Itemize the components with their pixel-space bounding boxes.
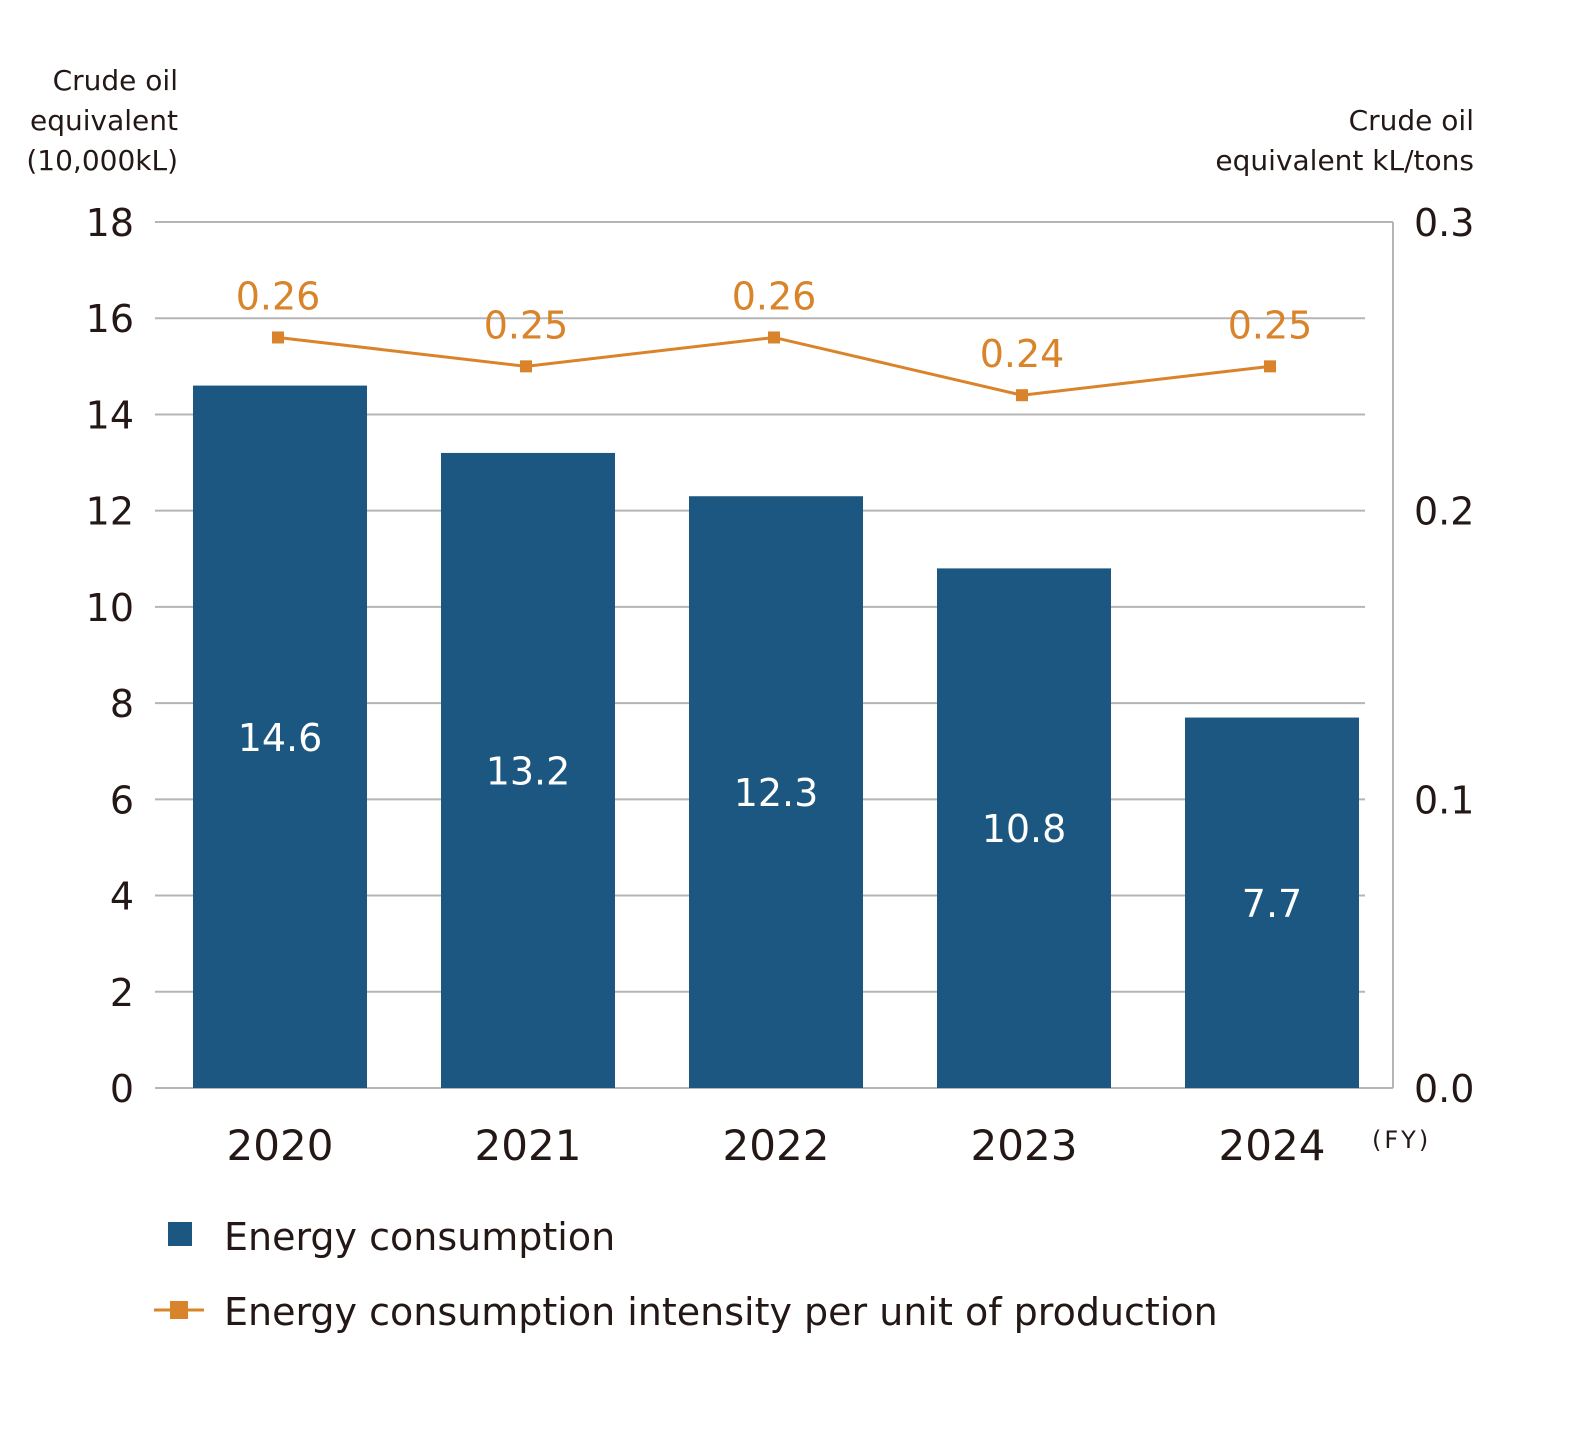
- intensity-marker-2020: [272, 331, 284, 344]
- intensity-line: [272, 331, 1276, 402]
- left-axis-title: equivalent: [30, 104, 178, 137]
- bar-2020: [193, 385, 367, 1089]
- legend-label-intensity: Energy consumption intensity per unit of…: [224, 1290, 1218, 1334]
- right-tick-label: 0.1: [1414, 778, 1474, 822]
- intensity-polyline: [277, 335, 1271, 397]
- left-tick-label: 10: [86, 586, 134, 630]
- right-tick-label: 0.3: [1414, 201, 1474, 245]
- x-tick-label: 2021: [475, 1121, 582, 1170]
- bar-2024: [1185, 717, 1359, 1088]
- left-axis-title: (10,000kL): [26, 144, 178, 177]
- intensity-marker-2023: [1016, 389, 1028, 402]
- left-tick-label: 6: [110, 778, 134, 822]
- legend-swatch-intensity-marker: [170, 1301, 188, 1319]
- left-tick-label: 8: [110, 682, 134, 726]
- x-tick-label: 2022: [723, 1121, 830, 1170]
- intensity-value-label: 0.25: [484, 303, 569, 347]
- left-tick-label: 0: [110, 1067, 134, 1111]
- bar-value-label: 12.3: [734, 771, 819, 815]
- x-tick-label: 2020: [227, 1121, 334, 1170]
- intensity-marker-2022: [768, 331, 780, 344]
- bar-2023: [937, 568, 1111, 1088]
- bar-value-label: 10.8: [982, 807, 1067, 851]
- intensity-marker-2024: [1264, 360, 1276, 373]
- right-tick-label: 0.0: [1414, 1067, 1474, 1111]
- intensity-value-label: 0.25: [1228, 303, 1313, 347]
- intensity-marker-2021: [520, 360, 532, 373]
- bar-value-label: 7.7: [1242, 882, 1302, 926]
- intensity-value-label: 0.24: [980, 332, 1065, 376]
- right-axis-title: Crude oil: [1349, 104, 1474, 137]
- left-tick-label: 16: [86, 297, 134, 341]
- legend: Energy consumption Energy consumption int…: [154, 1215, 1218, 1334]
- bar-value-label: 13.2: [486, 749, 571, 793]
- x-unit-label: (FY): [1372, 1126, 1431, 1154]
- legend-swatch-energy: [168, 1222, 192, 1246]
- intensity-value-label: 0.26: [236, 274, 321, 318]
- bar-2022: [689, 496, 863, 1088]
- left-tick-label: 2: [110, 971, 134, 1015]
- right-axis-title: equivalent kL/tons: [1215, 144, 1474, 177]
- left-tick-label: 12: [86, 490, 134, 534]
- intensity-value-label: 0.26: [732, 274, 817, 318]
- left-tick-label: 18: [86, 201, 134, 245]
- x-tick-label: 2024: [1219, 1121, 1326, 1170]
- bar-value-label: 14.6: [238, 716, 323, 760]
- left-axis-title: Crude oil: [53, 64, 178, 97]
- left-tick-label: 14: [86, 393, 134, 437]
- bar-2021: [441, 452, 615, 1088]
- labels: 0 2 4 6 8 10 12 14 16 18 0.0 0.1 0.2 0.3 Crude oil equi…: [26, 64, 1474, 1170]
- x-tick-label: 2023: [971, 1121, 1078, 1170]
- right-tick-label: 0.2: [1414, 490, 1474, 534]
- left-tick-label: 4: [110, 875, 134, 919]
- bars: [193, 385, 1359, 1089]
- legend-label-energy: Energy consumption: [224, 1215, 615, 1259]
